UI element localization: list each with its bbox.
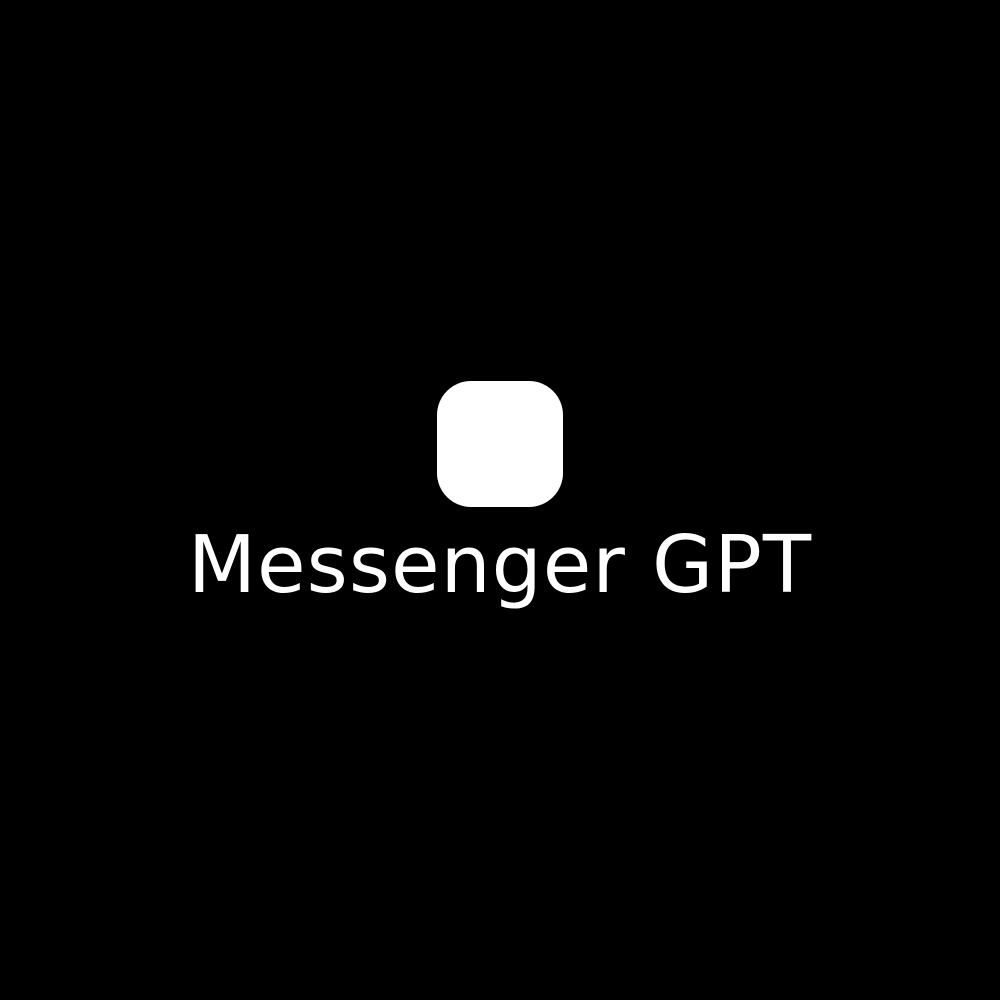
app-logo-icon xyxy=(437,381,563,507)
app-title: Messenger GPT xyxy=(187,519,813,611)
